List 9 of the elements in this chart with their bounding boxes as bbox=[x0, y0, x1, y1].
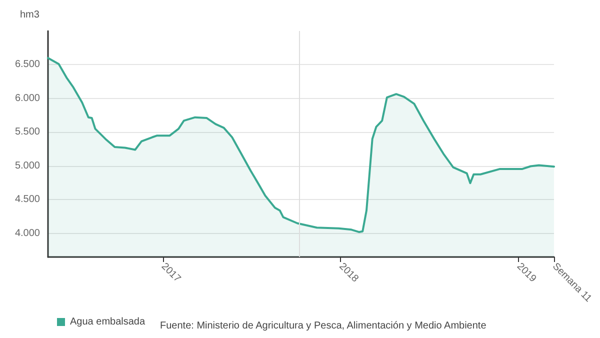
y-tick-label: 6.000 bbox=[14, 92, 40, 104]
source-note: Fuente: Ministerio de Agricultura y Pesca, Alimentación y Medio Ambiente bbox=[160, 320, 487, 332]
y-axis-title: hm3 bbox=[20, 10, 40, 20]
legend-label: Agua embalsada bbox=[70, 316, 146, 328]
y-tick-label: 4.500 bbox=[14, 194, 40, 206]
y-tick-label: 5.000 bbox=[14, 160, 40, 172]
y-tick-label: 5.500 bbox=[14, 126, 40, 138]
y-tick-label: 6.500 bbox=[14, 59, 40, 70]
y-tick-label: 4.000 bbox=[14, 228, 40, 239]
